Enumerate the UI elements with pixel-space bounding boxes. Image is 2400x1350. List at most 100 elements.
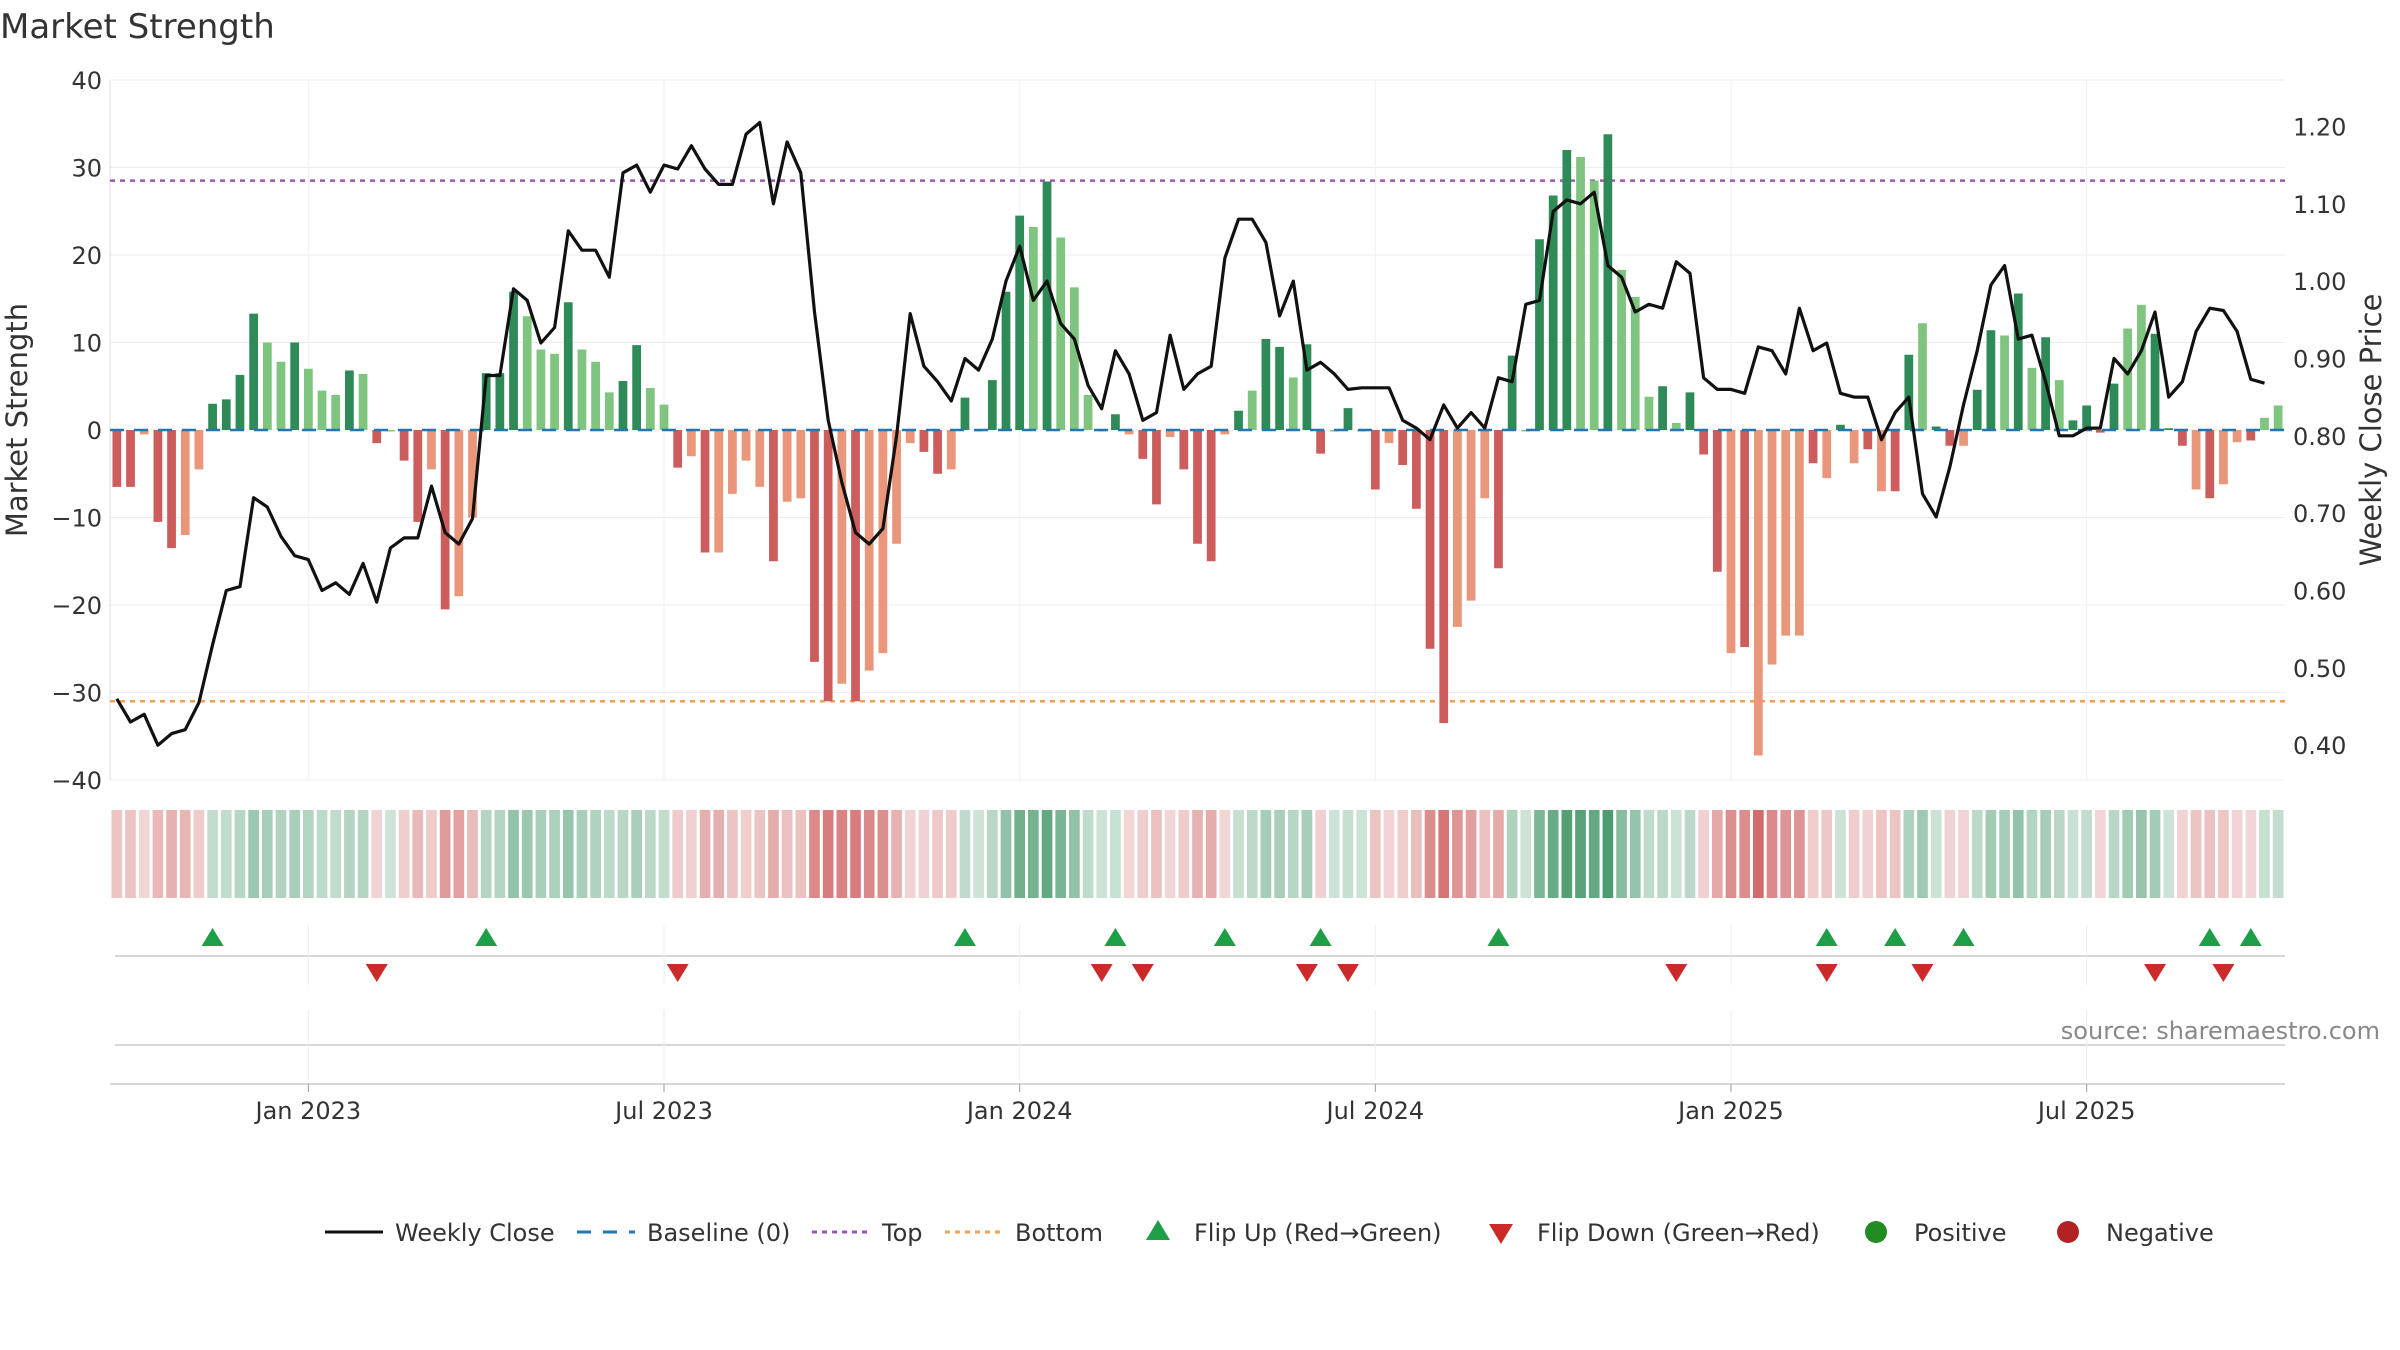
strength-bar <box>1015 215 1025 430</box>
regime-cell <box>426 810 437 898</box>
regime-cell <box>727 810 738 898</box>
strength-bar <box>1494 430 1503 569</box>
regime-cell <box>2177 810 2188 898</box>
strength-bar <box>1753 430 1763 756</box>
right-tick-label: 0.50 <box>2293 655 2346 683</box>
regime-cell <box>1602 810 1614 898</box>
right-tick-label: 0.60 <box>2293 577 2346 605</box>
regime-cell <box>2149 810 2161 898</box>
regime-cell <box>303 810 314 898</box>
strength-bar <box>2205 430 2215 499</box>
strength-bar <box>1849 430 1859 464</box>
x-tick-label: Jan 2023 <box>253 1097 361 1125</box>
regime-cell <box>1424 810 1436 898</box>
strength-bar <box>782 430 792 502</box>
strength-bar <box>1275 346 1284 430</box>
x-axis: Jan 2023 Jul 2023 Jan 2024 Jul 2024 Jan 2025… <box>110 1083 2285 1125</box>
strength-bar <box>1111 414 1120 430</box>
legend-swatch-negative <box>2057 1221 2079 1243</box>
strength-bar <box>796 430 806 499</box>
strength-bar <box>1576 157 1585 430</box>
flip-down-marker <box>1336 964 1359 982</box>
strength-bar <box>714 430 724 553</box>
strength-bar <box>1918 323 1927 430</box>
strength-bar <box>851 430 860 702</box>
x-tick-label: Jul 2023 <box>613 1097 713 1125</box>
strength-bar <box>1302 344 1312 430</box>
regime-cell <box>521 810 533 898</box>
regime-cell <box>1205 810 1217 898</box>
regime-cell <box>2012 810 2024 898</box>
strength-bar <box>1671 423 1681 430</box>
flip-up-marker <box>2198 928 2221 946</box>
strength-bar <box>126 430 135 487</box>
regime-cell <box>1028 810 1039 898</box>
flip-down-marker <box>1815 964 1838 982</box>
left-tick-label: 30 <box>71 155 102 183</box>
strength-bar <box>2068 420 2078 430</box>
strength-bar <box>2027 367 2037 430</box>
flip-up-marker <box>201 928 224 946</box>
strength-bar <box>358 374 368 430</box>
flip-down-marker <box>1295 964 1318 982</box>
regime-cell <box>125 810 136 898</box>
regime-cell <box>1616 810 1627 898</box>
x-tick-label: Jul 2024 <box>1324 1097 1424 1125</box>
regime-cell <box>385 810 396 898</box>
left-tick-label: −10 <box>51 505 102 533</box>
regime-cell <box>494 810 506 898</box>
strength-bar <box>1931 426 1941 430</box>
strength-bar <box>440 430 450 610</box>
strength-bar <box>112 430 122 487</box>
strength-bar <box>1152 430 1161 505</box>
strength-bar <box>180 430 190 535</box>
strength-bar <box>1986 330 1996 430</box>
regime-cell <box>1479 810 1491 898</box>
regime-cell <box>877 810 889 898</box>
regime-cell <box>1643 810 1655 898</box>
strength-bar <box>1261 339 1271 430</box>
regime-cell <box>166 810 177 898</box>
strength-bar <box>331 395 341 430</box>
regime-cell <box>138 810 150 898</box>
regime-cell <box>836 810 848 898</box>
regime-cell <box>2081 810 2092 898</box>
regime-cell <box>781 810 793 898</box>
regime-cell <box>1698 810 1709 898</box>
regime-cell <box>2245 810 2257 898</box>
strength-bar <box>1343 408 1353 430</box>
regime-cell <box>576 810 588 898</box>
regime-cell <box>2040 810 2051 898</box>
strength-bar <box>1795 430 1804 636</box>
strength-bar <box>823 430 833 702</box>
flip-up-marker <box>475 928 498 946</box>
regime-cell <box>2204 810 2216 898</box>
strength-bar <box>1863 430 1873 450</box>
regime-cell <box>1287 810 1299 898</box>
strength-bar <box>1767 430 1777 665</box>
strength-bar <box>522 316 532 430</box>
strength-bar <box>686 430 696 457</box>
regime-cell <box>179 810 191 898</box>
regime-cell <box>1657 810 1668 898</box>
regime-cell <box>1999 810 2010 898</box>
regime-cell <box>1835 810 1846 898</box>
regime-cell <box>1930 810 1942 898</box>
regime-cell <box>1369 810 1381 898</box>
regime-cell <box>1274 810 1285 898</box>
strength-bar <box>1781 430 1791 636</box>
flip-up-marker <box>953 928 976 946</box>
strength-bar <box>645 388 655 430</box>
regime-cell <box>1985 810 1997 898</box>
regime-cell <box>1137 810 1149 898</box>
regime-cell <box>1465 810 1477 898</box>
strength-bar <box>1001 291 1011 430</box>
regime-cell <box>617 810 629 898</box>
legend-label: Baseline (0) <box>647 1219 790 1247</box>
flip-down-marker <box>2144 964 2167 982</box>
x-tick-label: Jan 2025 <box>1676 1097 1784 1125</box>
right-tick-label: 0.40 <box>2293 732 2346 760</box>
strength-bar <box>235 374 245 430</box>
regime-cell <box>822 810 834 898</box>
regime-cell <box>289 810 301 898</box>
